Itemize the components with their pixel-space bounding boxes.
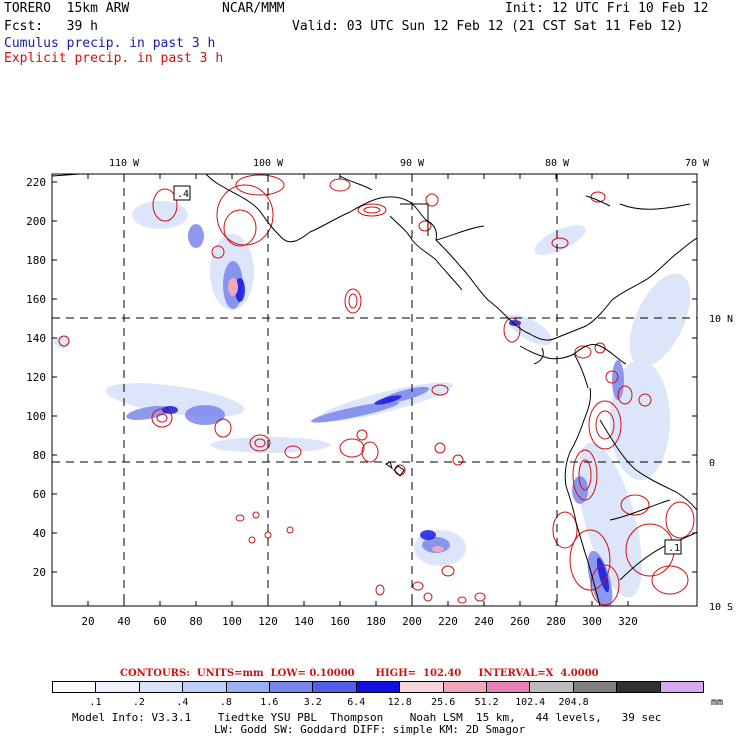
legend-swatch (313, 682, 357, 692)
legend-swatch (530, 682, 574, 692)
legend-tick-label: 25.6 (431, 697, 456, 708)
x-grid-label: 200 (402, 615, 422, 628)
legend-tick-label: .4 (176, 697, 189, 708)
y-grid-label: 140 (26, 332, 46, 345)
y-grid-label: 60 (33, 488, 46, 501)
x-grid-label: 320 (618, 615, 638, 628)
lat-label: 0 (709, 458, 715, 469)
legend-swatch (443, 682, 488, 692)
init-time: Init: 12 UTC Fri 10 Feb 12 (505, 1, 709, 16)
y-grid-label: 100 (26, 410, 46, 423)
x-grid-label: 260 (510, 615, 530, 628)
cumulus-precip-label: Cumulus precip. in past 3 h (4, 36, 216, 51)
x-grid-label: 180 (366, 615, 386, 628)
legend-swatch (183, 682, 227, 692)
legend-swatch (487, 682, 531, 692)
x-grid-label: 40 (117, 615, 130, 628)
x-grid-label: 60 (153, 615, 166, 628)
legend-tick-label: 12.8 (387, 697, 412, 708)
y-grid-label: 200 (26, 215, 46, 228)
y-grid-label: 180 (26, 254, 46, 267)
legend-swatch (400, 682, 444, 692)
precip-color-legend (52, 681, 704, 693)
valid-time: Valid: 03 UTC Sun 12 Feb 12 (21 CST Sat … (292, 19, 684, 34)
contours-info: CONTOURS: UNITS=mm LOW= 0.10000 HIGH= 10… (120, 668, 599, 679)
legend-swatch (356, 682, 401, 692)
model-title: TORERO 15km ARW (4, 1, 130, 16)
y-grid-label: 160 (26, 293, 46, 306)
x-grid-label: 20 (81, 615, 94, 628)
x-grid-label: 100 (222, 615, 242, 628)
y-grid-label: 20 (33, 566, 46, 579)
legend-swatch (53, 682, 97, 692)
lon-label: 100 W (253, 158, 284, 169)
legend-swatch (660, 682, 704, 692)
legend-swatch (96, 682, 140, 692)
boxed-label: .4 (177, 189, 189, 200)
physics-info: LW: Godd SW: Goddard DIFF: simple KM: 2D… (214, 723, 526, 736)
legend-tick-label: 3.2 (303, 697, 322, 708)
map-frame (51, 173, 698, 607)
legend-tick-label: 6.4 (347, 697, 366, 708)
x-grid-label: 140 (294, 615, 314, 628)
legend-tick-label: 1.6 (260, 697, 279, 708)
model-info: Model Info: V3.3.1 Tiedtke YSU PBL Thomp… (72, 711, 662, 724)
x-grid-label: 280 (546, 615, 566, 628)
y-grid-label: 220 (26, 176, 46, 189)
legend-swatch (573, 682, 618, 692)
y-grid-label: 40 (33, 527, 46, 540)
lat-label: 10 N (709, 314, 733, 325)
lat-label: 10 S (709, 602, 733, 613)
legend-swatch (617, 682, 661, 692)
legend-swatch (139, 682, 184, 692)
x-grid-label: 300 (582, 615, 602, 628)
boxed-label: .1 (668, 543, 680, 554)
legend-tick-label: .8 (219, 697, 232, 708)
legend-tick-label: .1 (89, 697, 102, 708)
x-grid-label: 240 (474, 615, 494, 628)
y-grid-label: 80 (33, 449, 46, 462)
legend-tick-label: 204.8 (558, 697, 589, 708)
x-grid-label: 160 (330, 615, 350, 628)
legend-tick-label: 51.2 (474, 697, 499, 708)
forecast-hour: Fcst: 39 h (4, 19, 98, 34)
y-grid-label: 120 (26, 371, 46, 384)
lon-label: 90 W (400, 158, 425, 169)
org-label: NCAR/MMM (222, 1, 285, 16)
legend-tick-label: .2 (132, 697, 145, 708)
x-grid-label: 220 (438, 615, 458, 628)
legend-unit: mm (711, 697, 724, 708)
legend-tick-label: 102.4 (515, 697, 546, 708)
x-grid-label: 120 (258, 615, 278, 628)
explicit-precip-label: Explicit precip. in past 3 h (4, 51, 224, 66)
lon-label: 70 W (685, 158, 710, 169)
precip-field (52, 174, 697, 606)
lon-label: 80 W (545, 158, 570, 169)
lon-label: 110 W (109, 158, 140, 169)
legend-swatch (226, 682, 271, 692)
legend-swatch (270, 682, 314, 692)
x-grid-label: 80 (189, 615, 202, 628)
